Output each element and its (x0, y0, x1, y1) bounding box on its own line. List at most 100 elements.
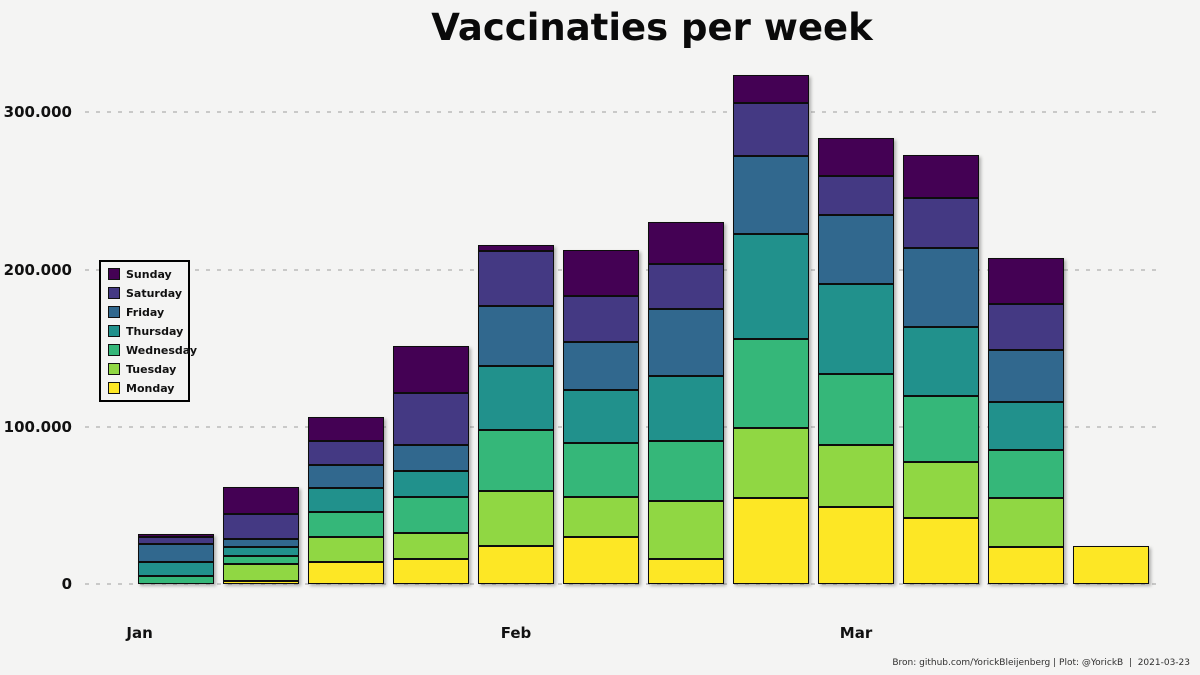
x-tick-label-feb: Feb (500, 624, 532, 642)
bar-segment-saturday (478, 250, 554, 307)
bar-segment-monday (393, 559, 469, 584)
bar-segment-thursday (563, 389, 639, 444)
legend-swatch-icon (108, 268, 120, 280)
legend-item-friday: Friday (108, 306, 182, 319)
bar-segment-saturday (818, 176, 894, 216)
bar-segment-tuesday (818, 444, 894, 508)
bar-segment-monday (308, 561, 384, 584)
bar-segment-wednesday (903, 395, 979, 463)
bar-segment-tuesday (478, 491, 554, 546)
legend-swatch-icon (108, 382, 120, 394)
legend-label: Friday (126, 305, 165, 319)
bar-segment-monday (648, 559, 724, 584)
bar-segment-thursday (988, 401, 1064, 451)
legend-item-monday: Monday (108, 382, 182, 395)
bar-segment-friday (393, 444, 469, 471)
bar-segment-wednesday (393, 497, 469, 534)
bar-segment-sunday (393, 345, 469, 393)
bar-segment-saturday (648, 264, 724, 310)
legend-item-saturday: Saturday (108, 287, 182, 300)
bar-segment-wednesday (733, 338, 809, 429)
bar-segment-friday (733, 156, 809, 234)
bar-week-12 (1073, 546, 1149, 584)
bar-segment-monday (818, 507, 894, 584)
bar-segment-tuesday (733, 428, 809, 499)
source-credit: Bron: github.com/YorickBleijenberg | Plo… (892, 658, 1190, 668)
bar-segment-sunday (988, 258, 1064, 304)
y-tick-label: 200.000 (3, 260, 72, 279)
bar-segment-monday (478, 545, 554, 584)
bar-segment-tuesday (988, 497, 1064, 548)
legend-swatch-icon (108, 363, 120, 375)
bar-week-8 (733, 75, 809, 584)
legend-label: Tuesday (126, 362, 177, 376)
bar-week-10 (903, 154, 979, 584)
bar-segment-tuesday (393, 533, 469, 560)
legend-box: Sunday Saturday Friday Thursday Wednesday Tue… (99, 260, 197, 402)
bar-segment-monday (223, 580, 299, 584)
bar-segment-tuesday (903, 462, 979, 519)
bar-segment-sunday (138, 534, 214, 538)
bar-segment-sunday (733, 75, 809, 104)
legend-swatch-icon (108, 344, 120, 356)
bar-segment-thursday (648, 376, 724, 442)
y-gridline-300.000 (85, 111, 1160, 114)
bar-segment-saturday (393, 393, 469, 445)
bar-segment-thursday (478, 365, 554, 430)
bar-week-1 (138, 534, 214, 584)
bar-segment-friday (138, 543, 214, 562)
legend-label: Saturday (126, 286, 182, 300)
y-tick-label: 300.000 (3, 103, 72, 122)
bar-segment-monday (1073, 546, 1149, 584)
legend-swatch-icon (108, 306, 120, 318)
bar-week-5 (478, 244, 554, 584)
bar-segment-friday (478, 306, 554, 366)
legend-label: Monday (126, 381, 175, 395)
legend-swatch-icon (108, 325, 120, 337)
bar-segment-wednesday (648, 441, 724, 502)
bar-segment-saturday (223, 513, 299, 539)
bar-segment-saturday (563, 296, 639, 343)
legend-item-wednesday: Wednesday (108, 344, 197, 357)
chart-title: Vaccinaties per week (431, 6, 873, 49)
legend-label: Sunday (126, 267, 172, 281)
x-tick-label-jan: Jan (126, 624, 153, 642)
bar-week-7 (648, 221, 724, 584)
y-gridline-0 (85, 583, 1160, 585)
bar-segment-wednesday (308, 511, 384, 537)
bar-segment-saturday (988, 303, 1064, 350)
bar-segment-wednesday (478, 429, 554, 492)
bar-segment-friday (903, 248, 979, 327)
y-tick-label: 100.000 (3, 417, 72, 436)
bar-segment-tuesday (223, 563, 299, 581)
bar-week-9 (818, 137, 894, 584)
bar-segment-friday (223, 538, 299, 548)
bar-segment-saturday (138, 537, 214, 544)
bar-segment-thursday (393, 470, 469, 498)
bar-segment-thursday (138, 562, 214, 577)
bar-segment-sunday (563, 250, 639, 297)
bar-segment-saturday (733, 103, 809, 157)
bar-segment-sunday (648, 221, 724, 265)
legend-swatch-icon (108, 287, 120, 299)
bar-segment-thursday (733, 233, 809, 339)
bar-week-4 (393, 345, 469, 584)
bar-segment-tuesday (563, 497, 639, 537)
bar-segment-thursday (818, 283, 894, 374)
bar-segment-saturday (903, 198, 979, 249)
x-tick-label-mar: Mar (839, 624, 873, 642)
bar-segment-saturday (308, 441, 384, 465)
bar-segment-sunday (478, 244, 554, 251)
legend-item-thursday: Thursday (108, 325, 183, 338)
bar-segment-friday (308, 464, 384, 489)
legend-item-tuesday: Tuesday (108, 363, 182, 376)
bar-segment-thursday (308, 488, 384, 512)
legend-label: Wednesday (126, 343, 198, 357)
bar-segment-sunday (223, 487, 299, 514)
bar-segment-sunday (818, 137, 894, 177)
bar-segment-sunday (308, 417, 384, 442)
bar-week-2 (223, 487, 299, 584)
bar-segment-wednesday (563, 443, 639, 498)
y-tick-label: 0 (61, 575, 72, 593)
